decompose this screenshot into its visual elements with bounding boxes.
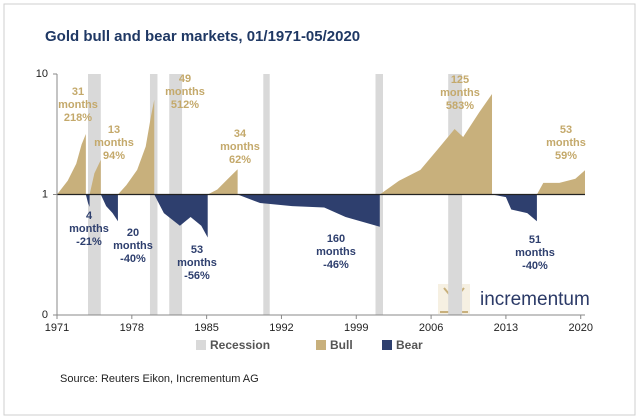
- bear-area: [237, 194, 380, 227]
- x-tick-label: 1978: [120, 322, 144, 334]
- annotation: 125: [451, 74, 469, 86]
- legend-label: Bull: [330, 338, 353, 352]
- annotation: 94%: [103, 150, 125, 162]
- logo: incrementum: [480, 289, 590, 310]
- bear-area: [154, 194, 208, 238]
- x-tick-label: 1985: [194, 322, 218, 334]
- annotation: months: [58, 99, 98, 111]
- annotation: 218%: [64, 112, 92, 124]
- y-tick-label: 10: [36, 68, 48, 80]
- annotation: months: [440, 87, 480, 99]
- annotation: 4: [86, 210, 93, 222]
- annotation: 31: [72, 86, 84, 98]
- annotation: 53: [191, 244, 203, 256]
- annotation: 512%: [171, 99, 199, 111]
- bull-area: [89, 159, 101, 195]
- annotation: -40%: [120, 253, 146, 265]
- annotation: -46%: [323, 259, 349, 271]
- legend-label: Bear: [396, 338, 423, 352]
- annotation: 160: [327, 233, 345, 245]
- annotation: months: [94, 137, 134, 149]
- x-tick-label: 2013: [494, 322, 518, 334]
- y-tick-label: 0: [42, 309, 48, 321]
- bear-area: [492, 194, 537, 222]
- annotation: -56%: [184, 270, 210, 282]
- bull-area: [379, 93, 493, 195]
- annotation: 583%: [446, 100, 474, 112]
- annotation: 20: [127, 227, 139, 239]
- annotation: months: [546, 137, 586, 149]
- bear-area: [100, 194, 118, 222]
- bull-area: [207, 169, 238, 195]
- legend-label: Recession: [210, 338, 270, 352]
- annotation: months: [69, 223, 109, 235]
- annotation: 49: [179, 73, 191, 85]
- source: Source: Reuters Eikon, Incrementum AG: [60, 373, 259, 385]
- annotation: months: [316, 246, 356, 258]
- x-tick-label: 2020: [568, 322, 592, 334]
- x-tick-label: 2006: [419, 322, 443, 334]
- bear-area: [85, 194, 90, 207]
- annotation: months: [113, 240, 153, 252]
- annotation: 13: [108, 124, 120, 136]
- x-tick-label: 1992: [269, 322, 293, 334]
- legend-swatch: [316, 340, 326, 350]
- annotation: 51: [529, 234, 541, 246]
- bull-area: [117, 99, 155, 195]
- legend-swatch: [382, 340, 392, 350]
- chart-title: Gold bull and bear markets, 01/1971-05/2…: [45, 28, 360, 45]
- annotation: 62%: [229, 154, 251, 166]
- annotation: 53: [560, 124, 572, 136]
- annotation: months: [515, 247, 555, 259]
- annotation: months: [220, 141, 260, 153]
- annotation: months: [177, 257, 217, 269]
- annotation: -40%: [522, 260, 548, 272]
- annotation: 59%: [555, 150, 577, 162]
- legend-swatch: [196, 340, 206, 350]
- annotation: -21%: [76, 236, 102, 248]
- bull-area: [57, 133, 86, 195]
- annotation: 34: [234, 128, 247, 140]
- x-tick-label: 1999: [344, 322, 368, 334]
- bull-area: [536, 170, 585, 195]
- y-tick-label: 1: [42, 188, 48, 200]
- annotation: months: [165, 86, 205, 98]
- x-tick-label: 1971: [45, 322, 69, 334]
